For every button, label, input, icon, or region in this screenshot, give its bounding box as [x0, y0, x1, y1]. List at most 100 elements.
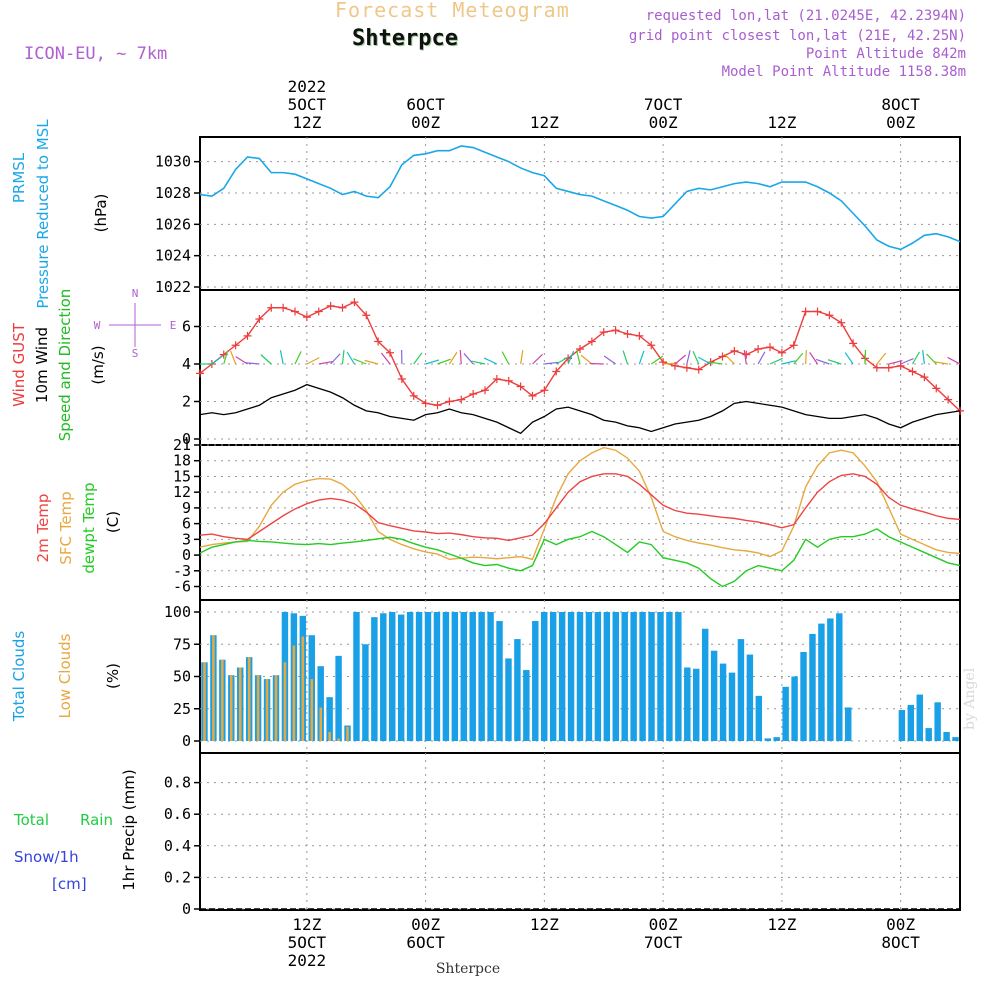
gust-point [920, 373, 929, 382]
gust-point [267, 303, 276, 312]
grid-point-coords: grid point closest lon,lat (21E, 42.25N) [628, 28, 966, 44]
total-clouds-bar [353, 612, 360, 741]
total-clouds-bar [684, 667, 691, 741]
temp2m-line [199, 473, 961, 542]
y-tick-label: 50 [173, 668, 191, 686]
wind-direction-arrow [346, 351, 355, 365]
gust-point [291, 307, 299, 316]
total-clouds-bar [648, 612, 655, 741]
x-tick-label-top: 5OCT [288, 95, 327, 114]
total-clouds-bar [424, 612, 432, 741]
y-tick-label: 0 [182, 430, 191, 448]
total-clouds-bar [433, 612, 441, 741]
total-clouds-bar [496, 621, 503, 741]
gust-point [469, 390, 478, 398]
total-clouds-bar [907, 704, 915, 741]
total-clouds-bar [943, 731, 950, 741]
low-clouds-bar [212, 635, 215, 741]
gust-point [374, 337, 383, 346]
total-clouds-bar [818, 623, 825, 741]
gust-point [314, 307, 323, 316]
total-clouds-bar [782, 686, 789, 741]
wind-direction-arrow [306, 357, 320, 365]
wind-direction-arrow [294, 351, 302, 365]
x-tick-label-top: 8OCT [881, 95, 920, 114]
total-clouds-bar [800, 651, 807, 741]
x-tick-label-bottom: 5OCT [288, 933, 327, 952]
total-clouds-bar [326, 697, 333, 741]
panel-frame [199, 136, 961, 291]
gust-point [754, 345, 763, 353]
total-clouds-bar [746, 654, 754, 741]
wind-direction-arrow [380, 352, 391, 365]
total-clouds-bar [925, 728, 932, 741]
gust-point [397, 375, 406, 383]
gust-point [421, 399, 430, 408]
total-clouds-bar [773, 737, 780, 741]
gust-point [540, 386, 549, 395]
wind-direction-arrow [686, 350, 691, 365]
wind-direction-arrow [815, 358, 830, 365]
wind-direction-arrow [827, 359, 842, 365]
total-clouds-bar [505, 658, 512, 741]
x-tick-label-bottom: 12Z [530, 915, 559, 934]
gust-point [492, 375, 501, 383]
low-clouds-bar [301, 636, 305, 741]
precip-label: 1hr Precip (mm) [120, 769, 138, 890]
wind-direction-arrow [471, 360, 486, 365]
total-clouds-bar [514, 639, 521, 741]
gust-point [445, 397, 454, 406]
wind-dir-label: Speed and Direction [56, 289, 74, 442]
total-clouds-bar [630, 612, 637, 741]
wind-direction-arrow [708, 361, 723, 365]
y-tick-label: 6 [182, 318, 191, 336]
y-tick-label: 12 [173, 483, 191, 501]
wind-direction-arrow [330, 353, 341, 365]
wind-direction-arrow [638, 350, 645, 365]
x-tick-label-bottom: 00Z [649, 915, 678, 934]
y-tick-label: 1026 [155, 215, 191, 233]
total-clouds-bar [380, 613, 387, 741]
low-clouds-bar [203, 662, 206, 741]
low-clouds-bar [328, 731, 331, 741]
total-clouds-bar [532, 621, 539, 741]
wind-direction-arrow [743, 350, 747, 365]
gust-point [742, 350, 751, 359]
gust-point [386, 348, 394, 357]
gust-point [326, 301, 335, 310]
compass-south: S [132, 347, 139, 360]
total-clouds-bar [603, 612, 611, 741]
compass-west: W [94, 319, 101, 332]
wind-direction-arrow [279, 350, 284, 365]
y-tick-label: 25 [173, 700, 191, 718]
gust-point [433, 401, 442, 410]
x-tick-label-top: 12Z [530, 113, 559, 132]
wind-direction-arrow [260, 354, 272, 365]
wind-direction-arrow [888, 360, 903, 365]
low-clouds-bar [274, 675, 278, 741]
gust-point [801, 307, 810, 316]
y-tick-label: 0.4 [164, 837, 191, 855]
low-clouds-bar [310, 679, 314, 741]
y-tick-label: 2 [182, 393, 191, 411]
low-clouds-bar [247, 657, 251, 741]
temp2m-label: 2m Temp [34, 494, 52, 563]
gust-point [766, 343, 774, 352]
x-tick-label-bottom: 00Z [886, 915, 915, 934]
total-clouds-bar [764, 738, 771, 741]
wind-direction-arrow [793, 352, 804, 365]
x-tick-label-top: 00Z [649, 113, 678, 132]
total-clouds-bar [791, 676, 798, 741]
model-altitude: Model Point Altitude 1158.38m [721, 64, 966, 80]
wind-direction-arrow [230, 350, 237, 365]
wind-direction-arrow [900, 357, 914, 365]
wind-direction-arrow [724, 353, 735, 365]
gust-point [623, 330, 632, 338]
wind-direction-arrow [483, 357, 498, 365]
gust-point [504, 376, 513, 385]
y-tick-label: 18 [173, 452, 191, 470]
total-clouds-bar [657, 612, 664, 741]
total-clouds-bar [523, 670, 530, 741]
total-clouds-bar [442, 612, 450, 741]
